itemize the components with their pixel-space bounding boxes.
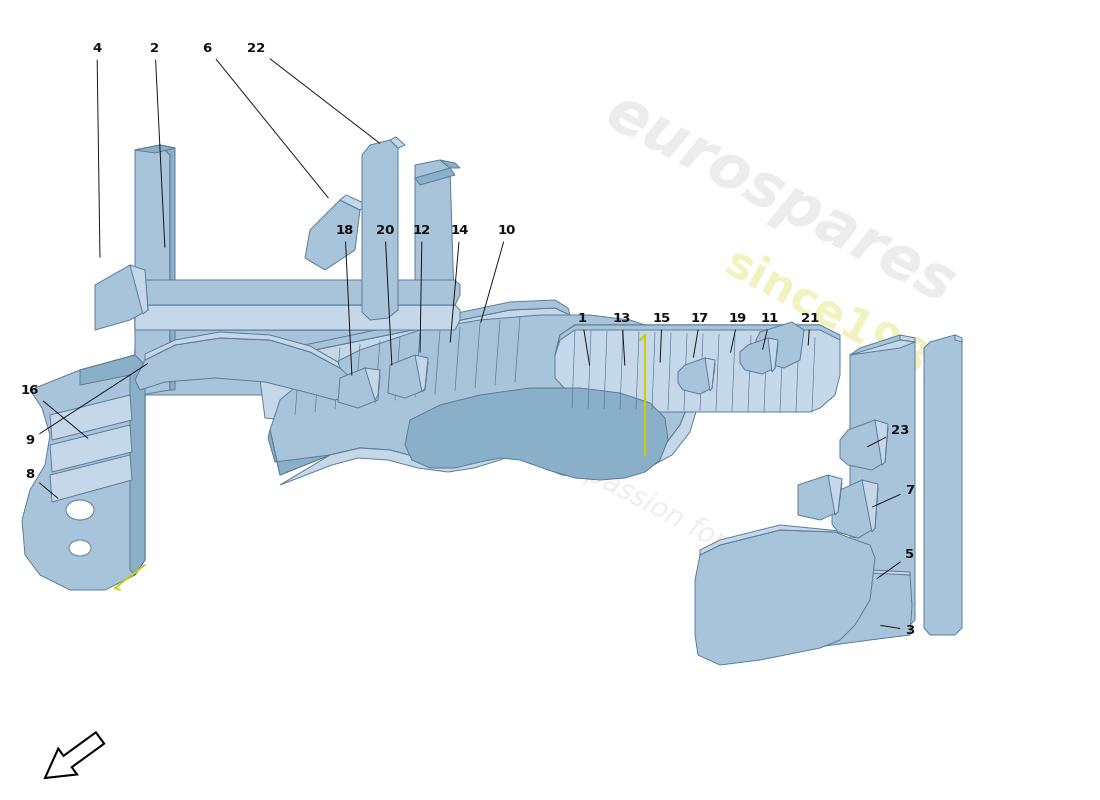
Polygon shape [50, 455, 132, 502]
Polygon shape [695, 530, 875, 665]
Polygon shape [22, 355, 145, 590]
Polygon shape [440, 160, 460, 168]
Polygon shape [160, 145, 175, 390]
Text: 6: 6 [202, 42, 328, 198]
Polygon shape [840, 420, 888, 470]
Polygon shape [135, 330, 460, 395]
Polygon shape [135, 280, 460, 305]
Text: 8: 8 [25, 469, 58, 498]
Polygon shape [874, 420, 888, 465]
Polygon shape [270, 315, 690, 475]
Polygon shape [260, 308, 572, 420]
Polygon shape [130, 265, 148, 314]
Polygon shape [850, 335, 915, 640]
Text: 12: 12 [412, 223, 431, 352]
Polygon shape [798, 475, 842, 520]
Text: 11: 11 [761, 311, 779, 350]
Polygon shape [832, 480, 878, 538]
Polygon shape [556, 325, 840, 412]
Polygon shape [768, 338, 778, 372]
Text: 4: 4 [92, 42, 101, 258]
Polygon shape [362, 140, 398, 320]
Polygon shape [415, 168, 455, 185]
Text: a passion for parts: a passion for parts [559, 447, 801, 593]
Polygon shape [305, 200, 360, 270]
Polygon shape [50, 425, 132, 472]
Text: 14: 14 [450, 223, 470, 342]
Polygon shape [828, 475, 842, 515]
Ellipse shape [66, 500, 94, 520]
Ellipse shape [69, 540, 91, 556]
Text: 20: 20 [376, 223, 394, 366]
Polygon shape [268, 430, 330, 475]
Polygon shape [135, 145, 175, 153]
Text: 3: 3 [881, 623, 914, 637]
Polygon shape [135, 305, 460, 330]
Polygon shape [280, 365, 698, 485]
Text: 16: 16 [21, 383, 88, 438]
Text: 7: 7 [872, 483, 914, 507]
Polygon shape [700, 525, 855, 555]
Text: 5: 5 [878, 549, 914, 578]
Polygon shape [678, 358, 715, 394]
Polygon shape [415, 160, 455, 398]
Polygon shape [135, 145, 170, 395]
Text: 23: 23 [868, 423, 910, 446]
Text: 10: 10 [481, 223, 516, 322]
Text: 18: 18 [336, 223, 354, 375]
Polygon shape [145, 332, 340, 368]
Polygon shape [390, 137, 405, 148]
Text: 21: 21 [801, 311, 820, 346]
Text: 22: 22 [246, 42, 380, 143]
Polygon shape [338, 368, 379, 408]
Polygon shape [756, 322, 804, 368]
Text: since1985: since1985 [718, 242, 962, 398]
Polygon shape [258, 300, 570, 380]
Polygon shape [135, 338, 355, 400]
Text: 15: 15 [653, 311, 671, 362]
Polygon shape [924, 335, 962, 635]
Text: 1: 1 [578, 311, 590, 366]
Polygon shape [698, 570, 912, 660]
FancyArrow shape [45, 732, 104, 778]
Text: eurospares: eurospares [595, 83, 965, 317]
Text: 2: 2 [151, 42, 165, 247]
Polygon shape [388, 355, 428, 398]
Text: 17: 17 [691, 311, 710, 358]
Polygon shape [95, 265, 148, 330]
Polygon shape [740, 338, 778, 374]
Polygon shape [405, 388, 668, 480]
Polygon shape [862, 480, 878, 532]
Polygon shape [365, 368, 380, 400]
Polygon shape [556, 325, 840, 355]
Polygon shape [80, 355, 145, 575]
Polygon shape [415, 355, 428, 392]
Text: 13: 13 [613, 311, 631, 366]
Polygon shape [850, 340, 915, 355]
Polygon shape [955, 335, 962, 342]
Text: 9: 9 [25, 363, 147, 446]
Polygon shape [900, 335, 915, 342]
Polygon shape [705, 358, 715, 391]
Polygon shape [50, 395, 132, 440]
Polygon shape [720, 570, 910, 613]
Polygon shape [340, 195, 368, 210]
Text: 19: 19 [729, 311, 747, 352]
